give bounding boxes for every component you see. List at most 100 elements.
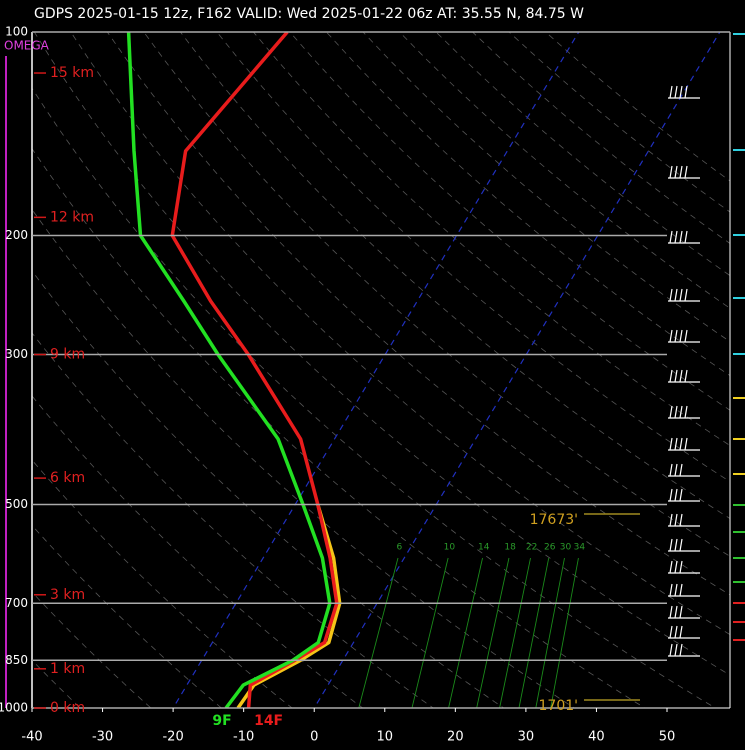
wind-barb xyxy=(669,288,673,302)
dry-adiabat xyxy=(32,459,293,708)
mixing-ratio-label: 30 xyxy=(560,543,572,553)
wind-barb xyxy=(679,643,683,657)
wind-barb xyxy=(669,230,673,244)
level-label: 17673' xyxy=(530,512,578,528)
x-tick-label: 0 xyxy=(310,730,318,745)
height-label: 15 km xyxy=(50,65,94,81)
y-tick-label: 1000 xyxy=(0,701,28,715)
y-tick-label: 500 xyxy=(5,497,28,511)
wind-barb xyxy=(684,288,688,302)
y-tick-label: 100 xyxy=(5,25,28,39)
wind-barb xyxy=(679,513,683,527)
wind-barb xyxy=(674,463,678,477)
wind-barb xyxy=(669,488,673,502)
wind-barb xyxy=(679,405,683,419)
wind-barb xyxy=(674,605,678,619)
wind-barb xyxy=(669,513,673,527)
wind-barb xyxy=(669,560,673,574)
wind-barb xyxy=(669,369,673,383)
wind-barb xyxy=(684,85,688,99)
y-tick-label: 700 xyxy=(5,596,28,610)
x-tick-label: -20 xyxy=(162,730,183,745)
wind-barb xyxy=(679,625,683,639)
wind-barb xyxy=(669,538,673,552)
dry-adiabat xyxy=(32,148,646,708)
mixing-ratio-line xyxy=(550,557,579,708)
wind-barb xyxy=(684,437,688,451)
dry-adiabat xyxy=(32,524,223,708)
right-ticks xyxy=(733,33,745,641)
mixing-ratio-line xyxy=(518,557,550,708)
mixing-ratio-line xyxy=(448,557,483,708)
wind-barb xyxy=(674,405,678,419)
mixing-ratio-line xyxy=(358,557,399,708)
wind-barb xyxy=(674,165,678,179)
dry-adiabat xyxy=(180,32,730,520)
isotherm xyxy=(172,32,580,708)
wind-barb xyxy=(684,230,688,244)
y-tick-label: 200 xyxy=(5,228,28,242)
dry-adiabat xyxy=(216,32,730,483)
mixing-ratio-label: 18 xyxy=(504,543,516,553)
dry-adiabat xyxy=(32,659,81,708)
dry-adiabat xyxy=(32,395,364,708)
wind-barb xyxy=(674,369,678,383)
mixing-ratio-label: 22 xyxy=(526,543,537,553)
chart-title: GDPS 2025-01-15 12z, F162 VALID: Wed 202… xyxy=(34,6,584,22)
wind-barb xyxy=(684,165,688,179)
y-tick-label: 300 xyxy=(5,347,28,361)
y-tick-label: 850 xyxy=(5,653,28,667)
wind-barb xyxy=(669,405,673,419)
wind-barb xyxy=(669,329,673,343)
x-tick-label: -10 xyxy=(233,730,254,745)
dry-adiabat xyxy=(33,32,730,676)
wind-barb xyxy=(684,329,688,343)
dry-adiabat xyxy=(32,208,575,708)
wind-barb xyxy=(669,165,673,179)
x-tick-label: 50 xyxy=(659,730,676,745)
wind-barb xyxy=(679,288,683,302)
wind-barb xyxy=(674,583,678,597)
wind-barb xyxy=(674,85,678,99)
wind-barb xyxy=(674,488,678,502)
height-label: 3 km xyxy=(50,587,85,603)
dry-adiabat xyxy=(32,87,717,708)
wind-barb xyxy=(679,329,683,343)
wind-barb xyxy=(679,463,683,477)
isotherm xyxy=(313,32,721,708)
wind-barb xyxy=(669,605,673,619)
wind-barb xyxy=(674,437,678,451)
omega-label: OMEGA xyxy=(4,39,50,53)
wind-barb xyxy=(679,85,683,99)
dry-adiabat xyxy=(32,270,505,708)
dry-adiabat xyxy=(362,32,730,343)
wind-barb xyxy=(679,165,683,179)
height-label: 9 km xyxy=(50,347,85,363)
dry-adiabat xyxy=(32,332,434,708)
wind-barb xyxy=(679,538,683,552)
mixing-ratio-label: 34 xyxy=(574,543,586,553)
wind-barb xyxy=(679,583,683,597)
wind-barb xyxy=(674,560,678,574)
wind-barb xyxy=(679,437,683,451)
wind-barb xyxy=(679,230,683,244)
wind-barb xyxy=(674,329,678,343)
mixing-ratio-label: 14 xyxy=(478,543,490,553)
height-label: 6 km xyxy=(50,470,85,486)
mixing-ratio-line xyxy=(476,557,510,708)
x-tick-label: -30 xyxy=(92,730,113,745)
wind-barb xyxy=(679,369,683,383)
x-tick-label: 10 xyxy=(377,730,394,745)
wind-barb xyxy=(674,288,678,302)
wind-barb xyxy=(669,85,673,99)
wind-barb xyxy=(674,513,678,527)
wind-barb xyxy=(679,560,683,574)
level-label: 1701' xyxy=(539,698,578,714)
x-tick-label: 20 xyxy=(447,730,464,745)
wind-barb xyxy=(669,625,673,639)
dry-adiabat xyxy=(143,32,730,557)
wind-barb xyxy=(684,405,688,419)
surface-temperature-label: 14F xyxy=(254,713,283,729)
wind-barb xyxy=(679,605,683,619)
